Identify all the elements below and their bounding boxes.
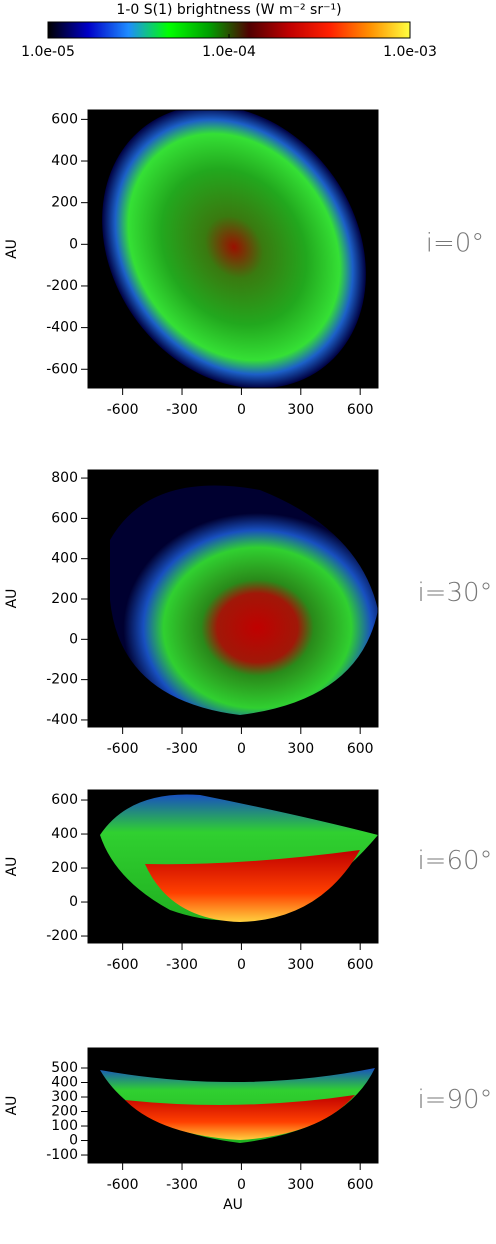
y-tick-label: 200 <box>51 860 78 876</box>
emission-map <box>100 794 378 922</box>
x-tick-label: 0 <box>237 957 246 973</box>
x-tick-label: 300 <box>287 741 314 757</box>
y-tick-label: -200 <box>46 928 78 944</box>
emission-region <box>102 110 366 388</box>
x-tick-label: 0 <box>237 1177 246 1193</box>
y-axis-label: AU <box>4 1096 20 1116</box>
y-tick-label: -600 <box>46 361 78 377</box>
emission-region <box>110 485 378 715</box>
y-tick-label: -100 <box>46 1147 78 1163</box>
emission-map <box>102 110 366 388</box>
y-tick-label: 0 <box>69 236 78 252</box>
x-tick-label: -300 <box>166 957 198 973</box>
y-tick-label: 200 <box>51 1104 78 1120</box>
x-tick-label: -600 <box>107 1177 139 1193</box>
panel-annotation: i=0° <box>426 229 485 259</box>
y-tick-label: -400 <box>46 712 78 728</box>
colorbar-title: 1-0 S(1) brightness (W m⁻² sr⁻¹) <box>116 2 341 18</box>
y-axis-label: AU <box>4 589 20 609</box>
x-tick-label: -300 <box>166 1177 198 1193</box>
x-tick-label: -300 <box>166 402 198 418</box>
y-tick-label: 0 <box>69 1133 78 1149</box>
y-tick-label: -200 <box>46 672 78 688</box>
panel-frame <box>87 1047 379 1164</box>
y-tick-label: 600 <box>51 111 78 127</box>
y-tick-label: 400 <box>51 153 78 169</box>
y-tick-label: 400 <box>51 1075 78 1091</box>
y-tick-label: 300 <box>51 1089 78 1105</box>
colorbar-tick-label: 1.0e-05 <box>21 44 75 60</box>
y-tick-label: 600 <box>51 792 78 808</box>
x-tick-label: 600 <box>347 1177 374 1193</box>
y-tick-label: 500 <box>51 1060 78 1076</box>
y-tick-label: 100 <box>51 1118 78 1134</box>
panel-frame <box>87 109 379 389</box>
colorbar-tick-label: 1.0e-04 <box>202 44 256 60</box>
panel-annotation: i=60° <box>417 846 492 876</box>
x-tick-label: -600 <box>107 402 139 418</box>
emission-region <box>125 1095 355 1140</box>
x-tick-label: 600 <box>347 957 374 973</box>
x-tick-label: 0 <box>237 741 246 757</box>
y-tick-label: 400 <box>51 551 78 567</box>
x-tick-label: 300 <box>287 402 314 418</box>
y-axis-label: AU <box>4 857 20 877</box>
x-tick-label: 300 <box>287 1177 314 1193</box>
panel-annotation: i=30° <box>417 578 492 608</box>
y-tick-label: -400 <box>46 320 78 336</box>
y-tick-label: 0 <box>69 631 78 647</box>
panel-frame <box>87 469 379 728</box>
y-tick-label: 0 <box>69 894 78 910</box>
y-axis-label: AU <box>4 239 20 259</box>
x-tick-label: -600 <box>107 957 139 973</box>
x-tick-label: 0 <box>237 402 246 418</box>
y-tick-label: 600 <box>51 510 78 526</box>
y-tick-label: 200 <box>51 591 78 607</box>
y-tick-label: -200 <box>46 278 78 294</box>
x-tick-label: 300 <box>287 957 314 973</box>
panel-annotation: i=90° <box>417 1085 492 1115</box>
x-tick-label: -600 <box>107 741 139 757</box>
emission-map <box>110 485 378 715</box>
x-axis-label: AU <box>223 1197 243 1213</box>
x-tick-label: -300 <box>166 741 198 757</box>
panel-frame <box>87 789 379 944</box>
emission-region <box>145 850 360 922</box>
colorbar-tick-label: 1.0e-03 <box>383 44 437 60</box>
y-tick-label: 400 <box>51 826 78 842</box>
x-tick-label: 600 <box>347 402 374 418</box>
y-tick-label: 200 <box>51 195 78 211</box>
x-tick-label: 600 <box>347 741 374 757</box>
emission-map <box>100 1068 375 1143</box>
y-tick-label: 800 <box>51 470 78 486</box>
